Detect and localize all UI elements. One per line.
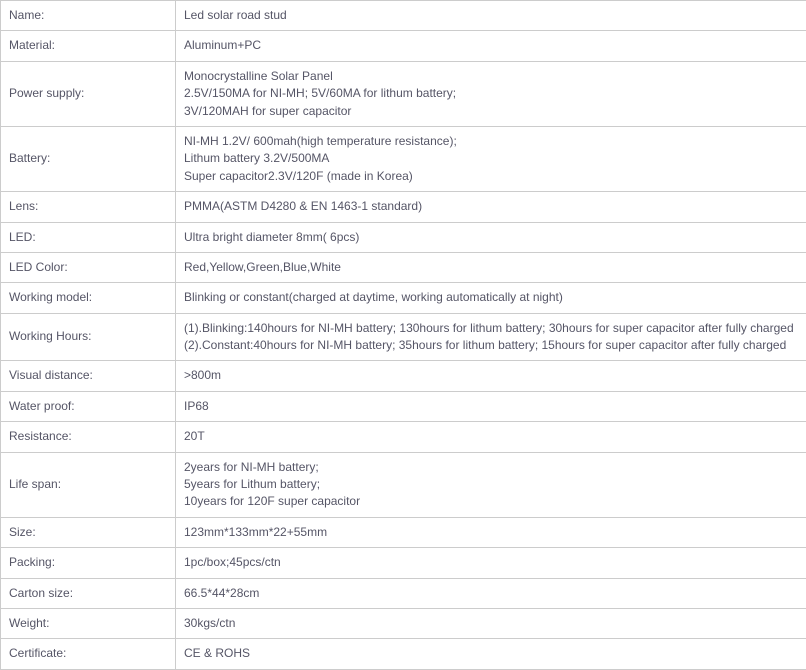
row-label: Weight: — [1, 608, 176, 638]
row-label: Water proof: — [1, 391, 176, 421]
table-row: Weight:30kgs/ctn — [1, 608, 806, 638]
row-value: 20T — [176, 422, 806, 452]
row-label: Power supply: — [1, 61, 176, 126]
row-value: IP68 — [176, 391, 806, 421]
row-value: Monocrystalline Solar Panel 2.5V/150MA f… — [176, 61, 806, 126]
table-row: Life span:2years for NI-MH battery; 5yea… — [1, 452, 806, 517]
row-label: Packing: — [1, 548, 176, 578]
table-row: Name:Led solar road stud — [1, 1, 806, 31]
row-label: Battery: — [1, 126, 176, 191]
row-label: LED: — [1, 222, 176, 252]
row-label: Certificate: — [1, 639, 176, 669]
table-row: Resistance:20T — [1, 422, 806, 452]
row-label: Size: — [1, 517, 176, 547]
row-value: 30kgs/ctn — [176, 608, 806, 638]
table-row: Power supply:Monocrystalline Solar Panel… — [1, 61, 806, 126]
row-label: Working Hours: — [1, 313, 176, 361]
table-row: LED:Ultra bright diameter 8mm( 6pcs) — [1, 222, 806, 252]
table-row: Visual distance:>800m — [1, 361, 806, 391]
table-row: Packing:1pc/box;45pcs/ctn — [1, 548, 806, 578]
table-row: Certificate:CE & ROHS — [1, 639, 806, 669]
table-row: Battery:NI-MH 1.2V/ 600mah(high temperat… — [1, 126, 806, 191]
row-value: 1pc/box;45pcs/ctn — [176, 548, 806, 578]
row-label: Working model: — [1, 283, 176, 313]
row-value: Red,Yellow,Green,Blue,White — [176, 252, 806, 282]
row-value: Led solar road stud — [176, 1, 806, 31]
row-label: Lens: — [1, 192, 176, 222]
row-value: NI-MH 1.2V/ 600mah(high temperature resi… — [176, 126, 806, 191]
table-row: Lens:PMMA(ASTM D4280 & EN 1463-1 standar… — [1, 192, 806, 222]
row-value: Aluminum+PC — [176, 31, 806, 61]
row-value: 2years for NI-MH battery; 5years for Lit… — [176, 452, 806, 517]
row-value: 123mm*133mm*22+55mm — [176, 517, 806, 547]
row-label: Life span: — [1, 452, 176, 517]
row-value: (1).Blinking:140hours for NI-MH battery;… — [176, 313, 806, 361]
row-label: Material: — [1, 31, 176, 61]
row-value: PMMA(ASTM D4280 & EN 1463-1 standard) — [176, 192, 806, 222]
spec-table-body: Name:Led solar road stud Material:Alumin… — [1, 1, 806, 670]
table-row: Water proof:IP68 — [1, 391, 806, 421]
row-label: Resistance: — [1, 422, 176, 452]
table-row: LED Color:Red,Yellow,Green,Blue,White — [1, 252, 806, 282]
table-row: Material:Aluminum+PC — [1, 31, 806, 61]
row-value: Ultra bright diameter 8mm( 6pcs) — [176, 222, 806, 252]
table-row: Working Hours:(1).Blinking:140hours for … — [1, 313, 806, 361]
row-label: LED Color: — [1, 252, 176, 282]
row-label: Visual distance: — [1, 361, 176, 391]
row-value: Blinking or constant(charged at daytime,… — [176, 283, 806, 313]
row-label: Name: — [1, 1, 176, 31]
spec-table: Name:Led solar road stud Material:Alumin… — [0, 0, 806, 670]
row-value: 66.5*44*28cm — [176, 578, 806, 608]
table-row: Size:123mm*133mm*22+55mm — [1, 517, 806, 547]
row-value: CE & ROHS — [176, 639, 806, 669]
row-label: Carton size: — [1, 578, 176, 608]
row-value: >800m — [176, 361, 806, 391]
table-row: Working model:Blinking or constant(charg… — [1, 283, 806, 313]
table-row: Carton size:66.5*44*28cm — [1, 578, 806, 608]
